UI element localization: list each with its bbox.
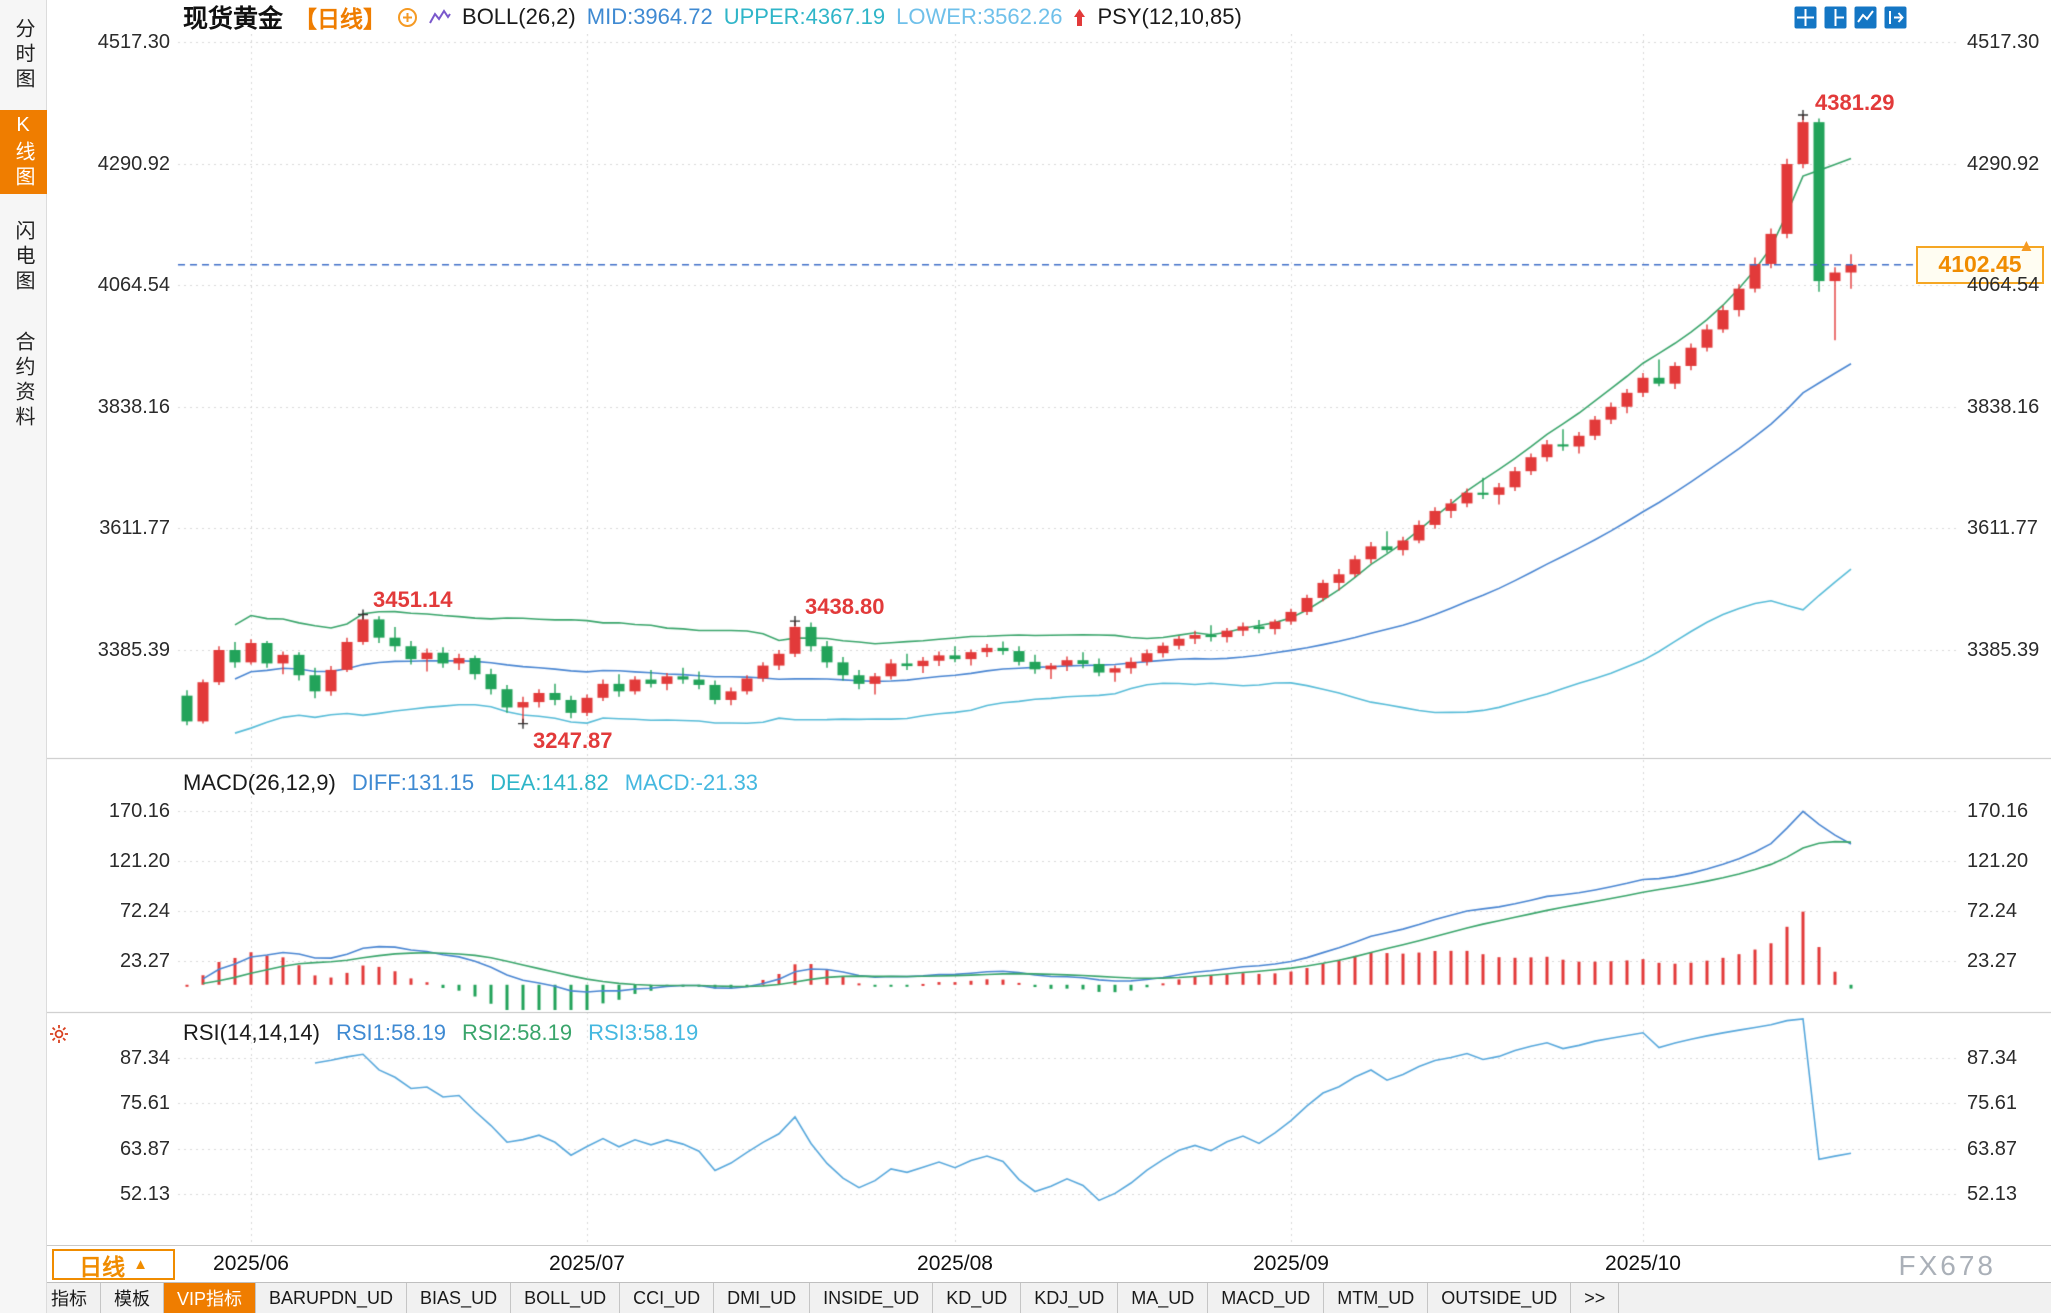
tab-CCI_UD[interactable]: CCI_UD: [620, 1283, 715, 1313]
tab-KD_UD[interactable]: KD_UD: [933, 1283, 1022, 1313]
layout-icon-group: [1794, 6, 1907, 29]
sidebar-item-contract-info[interactable]: 合约资料: [12, 331, 34, 431]
rsi-header: RSI(14,14,14) RSI1:58.19 RSI2:58.19 RSI3…: [183, 1020, 698, 1046]
current-price-badge: 4102.45: [1916, 245, 2044, 284]
period-tag[interactable]: 【日线】: [294, 6, 387, 32]
layout-chart-icon[interactable]: [1854, 6, 1877, 29]
rsi3-value: RSI3:58.19: [588, 1020, 699, 1045]
rsi-label: RSI(14,14,14): [183, 1020, 320, 1045]
symbol-title: 现货黄金: [183, 5, 284, 33]
rsi1-value: RSI1:58.19: [335, 1020, 447, 1045]
sidebar-item-kline-chart[interactable]: K线图: [0, 110, 47, 194]
chart-canvas[interactable]: [47, 34, 2051, 1245]
tab-BARUPDN_UD[interactable]: BARUPDN_UD: [256, 1283, 408, 1313]
tab-模板[interactable]: 模板: [101, 1283, 164, 1313]
tab-MACD_UD[interactable]: MACD_UD: [1208, 1283, 1325, 1313]
tab-DMI_UD[interactable]: DMI_UD: [714, 1283, 811, 1313]
tab-OUTSIDE_UD[interactable]: OUTSIDE_UD: [1428, 1283, 1572, 1313]
tab-MA_UD[interactable]: MA_UD: [1118, 1283, 1209, 1313]
x-axis-strip: 日线 ▲ FX678: [0, 1245, 2051, 1282]
macd-value: MACD:-21.33: [624, 770, 759, 795]
tab-INSIDE_UD[interactable]: INSIDE_UD: [810, 1283, 934, 1313]
chevron-up-icon: ▲: [133, 1256, 148, 1273]
boll-label: BOLL(26,2): [462, 4, 576, 29]
tab->>[interactable]: >>: [1571, 1283, 1620, 1313]
tab-KDJ_UD[interactable]: KDJ_UD: [1021, 1283, 1119, 1313]
layout-next-icon[interactable]: [1884, 6, 1907, 29]
period-selector[interactable]: 日线 ▲: [52, 1249, 175, 1280]
layout-grid-icon[interactable]: [1794, 6, 1817, 29]
sun-icon[interactable]: [49, 1024, 69, 1049]
tab-VIP指标[interactable]: VIP指标: [164, 1283, 257, 1313]
period-label: 日线: [79, 1253, 126, 1280]
add-indicator-icon[interactable]: [397, 7, 418, 28]
sidebar-item-time-chart[interactable]: 分时图: [12, 17, 34, 93]
layout-columns-icon[interactable]: [1824, 6, 1847, 29]
indicator-tab-bar: 指标 模板 VIP指标 BARUPDN_UD BIAS_UD BOLL_UD CCI_UD D…: [0, 1282, 2051, 1313]
chart-header: 现货黄金 【日线】 BOLL(26,2) MID:3964.72 UPPER:4…: [47, 0, 2051, 34]
watermark: FX678: [1898, 1250, 1996, 1281]
boll-mid-value: MID:3964.72: [586, 4, 713, 29]
price-tick-arrow-icon: ▲: [2018, 236, 2035, 255]
rsi2-value: RSI2:58.19: [462, 1020, 573, 1045]
macd-dea-value: DEA:141.82: [490, 770, 609, 795]
macd-diff-value: DIFF:131.15: [351, 770, 475, 795]
psy-arrow-icon: [1073, 8, 1086, 27]
boll-upper-value: UPPER:4367.19: [723, 4, 886, 29]
macd-label: MACD(26,12,9): [183, 770, 336, 795]
sidebar-item-lightning-chart[interactable]: 闪电图: [12, 219, 34, 295]
macd-header: MACD(26,12,9) DIFF:131.15 DEA:141.82 MAC…: [183, 770, 758, 796]
mini-chart-icon[interactable]: [429, 8, 451, 26]
boll-lower-value: LOWER:3562.26: [896, 4, 1063, 29]
tab-BOLL_UD[interactable]: BOLL_UD: [511, 1283, 621, 1313]
tab-BIAS_UD[interactable]: BIAS_UD: [407, 1283, 512, 1313]
tab-MTM_UD[interactable]: MTM_UD: [1324, 1283, 1429, 1313]
psy-label: PSY(12,10,85): [1097, 4, 1242, 29]
sidebar: 分时图 K线图 闪电图 合约资料: [0, 0, 47, 1313]
